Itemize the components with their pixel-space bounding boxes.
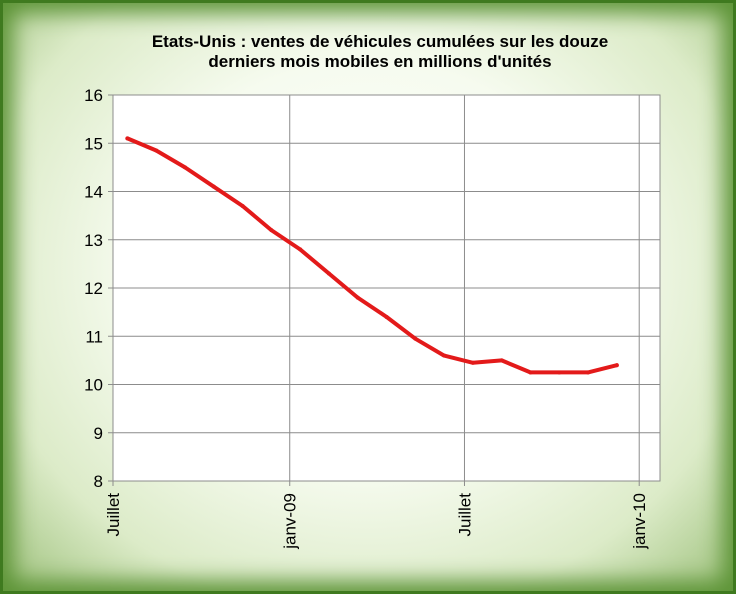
data-point — [614, 363, 619, 368]
data-point — [211, 184, 216, 189]
data-point — [182, 165, 187, 170]
data-point — [442, 353, 447, 358]
chart-title: Etats-Unis : ventes de véhicules cumulée… — [151, 32, 609, 71]
data-point — [413, 336, 418, 341]
y-tick-label: 10 — [84, 376, 103, 395]
y-tick-label: 14 — [84, 183, 103, 202]
x-tick-label: janv-09 — [281, 493, 300, 550]
y-tick-label: 13 — [84, 231, 103, 250]
data-point — [499, 358, 504, 363]
series-line — [125, 136, 619, 375]
data-point — [326, 271, 331, 276]
y-tick-label: 12 — [84, 279, 103, 298]
data-point — [269, 228, 274, 233]
x-tick-label: Juillet — [104, 493, 123, 537]
data-point — [298, 247, 303, 252]
data-point — [586, 370, 591, 375]
plot-area: 8 9 10 11 12 13 14 15 16 Juillet janv-09 Juillet jan… — [84, 86, 661, 550]
data-point — [470, 360, 475, 365]
y-tick-label: 8 — [94, 472, 103, 491]
y-tick-label: 15 — [84, 134, 103, 153]
data-point — [355, 295, 360, 300]
x-tick-label: Juillet — [455, 493, 474, 537]
data-point — [557, 370, 562, 375]
data-point — [154, 148, 159, 153]
data-point — [125, 136, 130, 141]
y-tick-label: 11 — [85, 327, 103, 346]
y-tick-label: 9 — [94, 424, 103, 443]
data-point — [528, 370, 533, 375]
data-point — [240, 203, 245, 208]
data-point — [384, 314, 389, 319]
y-tick-label: 16 — [84, 86, 103, 105]
x-tick-label: janv-10 — [630, 493, 649, 550]
